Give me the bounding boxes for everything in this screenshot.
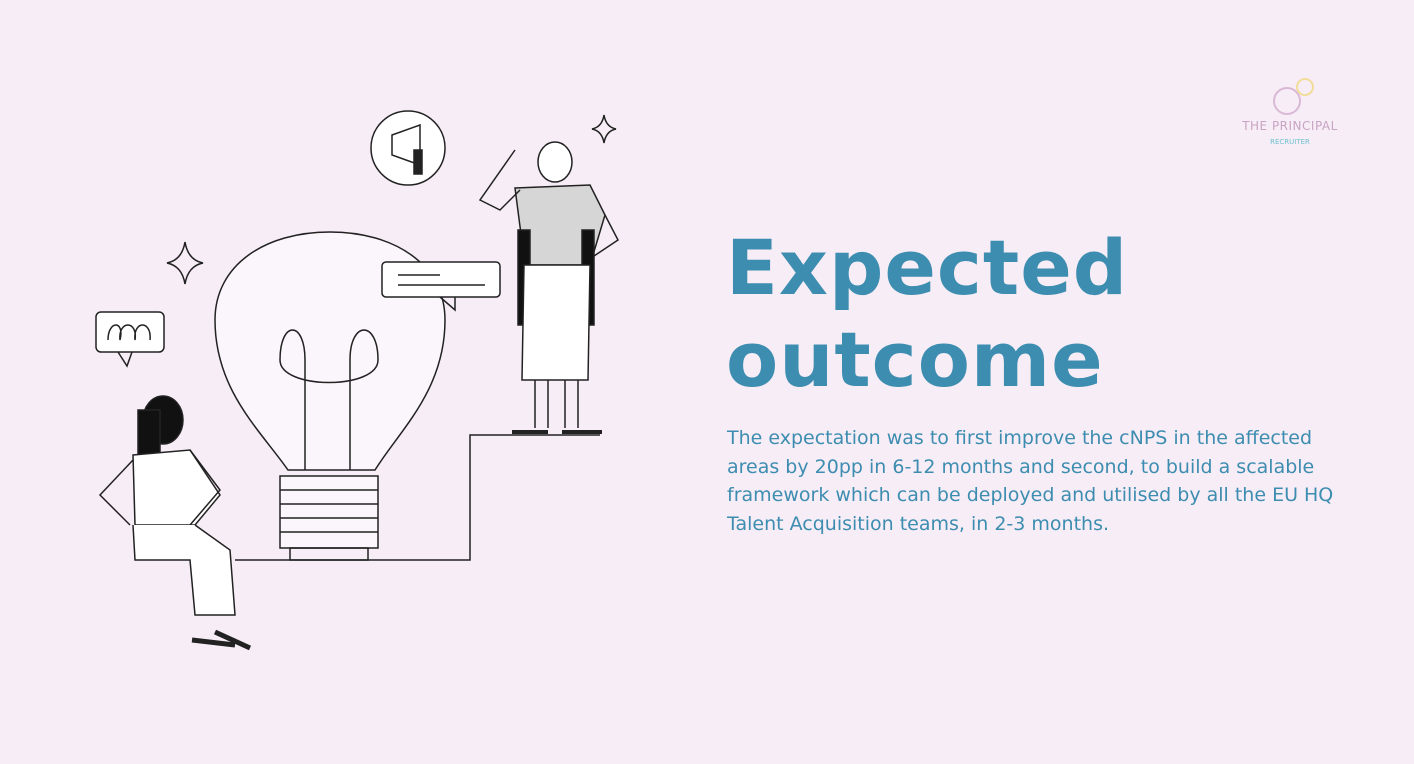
logo-title: THE PRINCIPAL	[1242, 119, 1338, 133]
standing-woman-figure	[478, 141, 619, 434]
steps-line	[235, 434, 600, 561]
chat-bubble-icon	[381, 261, 501, 312]
logo-subtitle: RECRUITER	[1270, 138, 1310, 146]
title-line-1: Expected	[726, 223, 1129, 312]
sitting-woman-figure	[98, 395, 252, 651]
body-text: The expectation was to first improve the…	[727, 427, 1334, 535]
sparkle-icon	[591, 114, 617, 144]
logo-rings-icon	[1273, 78, 1314, 115]
speech-bubble-icon	[95, 311, 165, 368]
megaphone-icon	[370, 110, 446, 186]
page-title: Expected outcome	[726, 222, 1128, 406]
logo: THE PRINCIPAL RECRUITER	[1230, 75, 1350, 146]
sparkle-icon	[166, 241, 204, 285]
title-line-2: outcome	[726, 315, 1104, 404]
lightbulb-people-illustration	[95, 110, 619, 651]
